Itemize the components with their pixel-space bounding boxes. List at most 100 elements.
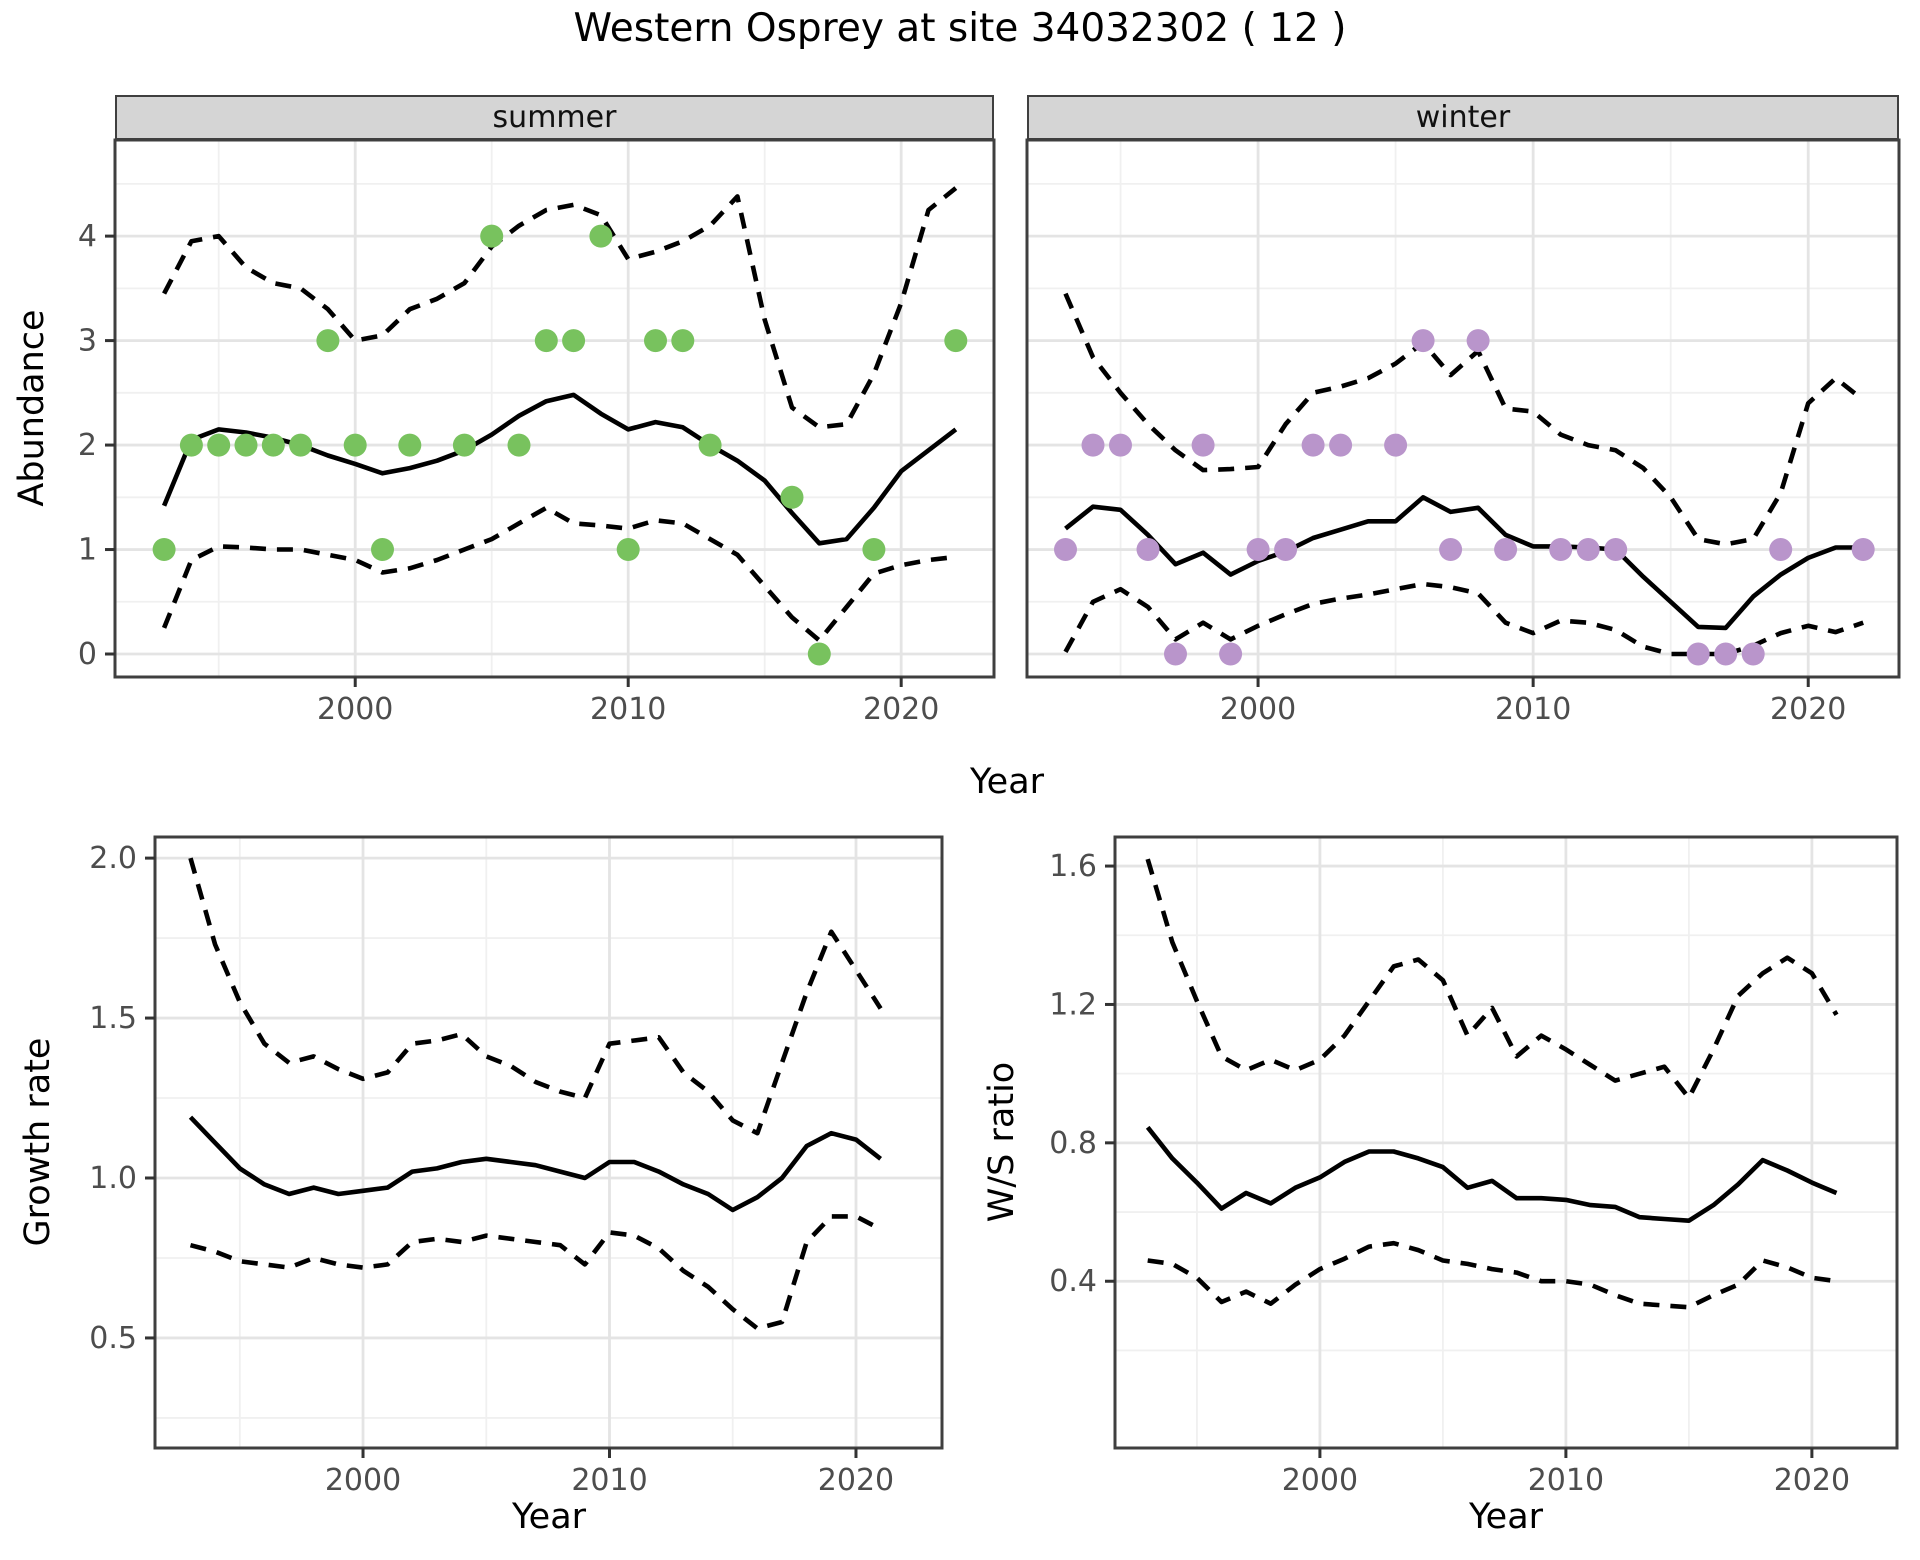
- x-tick-label: 2010: [1495, 692, 1571, 727]
- y-tick-label: 1.0: [89, 1161, 137, 1196]
- abundance-winter-observation-point: [1851, 538, 1875, 561]
- abundance-summer-observation-point: [698, 433, 722, 457]
- y-tick-label: 1.5: [89, 1001, 137, 1036]
- upper-ci-line: [162, 186, 958, 430]
- abundance-summer-observation-point: [562, 329, 586, 353]
- abundance-winter-observation-point: [1769, 538, 1793, 561]
- upper-ci-line: [1145, 858, 1839, 1101]
- abundance-summer-observation-point: [179, 433, 203, 457]
- y-tick-label: 0.8: [1049, 1126, 1097, 1161]
- abundance-winter-observation-point: [1384, 433, 1408, 457]
- panel-abundance-summer: 2000 2010 2020 0 1 2 3 4: [78, 138, 996, 727]
- abundance-winter-observation-point: [1714, 642, 1738, 666]
- lower-ci-line: [161, 505, 957, 643]
- abundance-summer-observation-point: [944, 329, 968, 353]
- abundance-winter-observation-point: [1274, 538, 1298, 561]
- x-tick-label: 2000: [325, 1463, 401, 1498]
- x-axis-title-year-ws: Year: [1468, 1497, 1544, 1537]
- abundance-winter-observation-point: [1604, 538, 1628, 561]
- abundance-summer-observation-point: [671, 329, 695, 353]
- abundance-summer-observation-point: [807, 642, 831, 666]
- abundance-winter-observation-point: [1741, 642, 1765, 666]
- panel-border: [153, 835, 944, 1450]
- x-tick-label: 2020: [1770, 692, 1846, 727]
- x-tick-label: 2010: [590, 692, 666, 727]
- abundance-summer-observation-point: [534, 329, 558, 353]
- abundance-summer-observation-point: [480, 224, 504, 248]
- abundance-winter-observation-point: [1081, 433, 1105, 457]
- y-tick-label: 1.6: [1049, 849, 1097, 884]
- abundance-winter-observation-point: [1329, 433, 1353, 457]
- mean-line: [161, 392, 958, 546]
- abundance-summer-observation-point: [862, 538, 886, 561]
- abundance-winter-observation-point: [1576, 538, 1600, 561]
- abundance-summer-observation-point: [152, 538, 176, 561]
- abundance-summer-observation-point: [371, 538, 394, 561]
- facet-strip-summer-label: summer: [492, 100, 617, 135]
- x-tick-label: 2000: [317, 692, 393, 727]
- x-tick-label: 2020: [863, 692, 939, 727]
- abundance-summer-observation-point: [207, 433, 231, 457]
- abundance-summer-observation-point: [316, 329, 340, 353]
- abundance-summer-observation-point: [398, 433, 422, 457]
- abundance-winter-observation-point: [1219, 642, 1243, 666]
- panel-border: [113, 138, 996, 679]
- abundance-winter-observation-point: [1136, 538, 1160, 561]
- lower-ci-line: [1063, 581, 1864, 657]
- abundance-winter-observation-point: [1301, 433, 1325, 457]
- abundance-summer-observation-point: [507, 433, 531, 457]
- abundance-summer-observation-point: [780, 485, 804, 509]
- x-tick-label: 2000: [1220, 692, 1296, 727]
- abundance-winter-observation-point: [1466, 329, 1490, 353]
- y-axis-title-abundance: Abundance: [12, 309, 52, 507]
- panel-growth-rate: 2000 2010 2020 0.5 1.0 1.5 2.0: [89, 835, 944, 1498]
- lower-ci-line: [189, 1214, 882, 1331]
- abundance-winter-observation-point: [1246, 538, 1270, 561]
- facet-strip-winter-label: winter: [1415, 100, 1511, 135]
- abundance-summer-observation-point: [452, 433, 476, 457]
- abundance-winter-observation-point: [1109, 433, 1132, 457]
- abundance-winter-observation-point: [1686, 642, 1710, 666]
- y-tick-label: 2.0: [89, 841, 137, 876]
- abundance-winter-observation-point: [1439, 538, 1463, 561]
- abundance-summer-observation-point: [343, 433, 367, 457]
- abundance-summer-observation-point: [289, 433, 313, 457]
- panel-ws-ratio: 2000 2010 2020 0.4 0.8 1.2 1.6: [1049, 835, 1899, 1498]
- y-tick-label: 2: [78, 428, 97, 463]
- mean-line: [1145, 1125, 1838, 1223]
- facet-strip-winter: winter: [1027, 95, 1899, 140]
- x-tick-label: 2000: [1282, 1463, 1358, 1498]
- x-axis-title-year-growth: Year: [511, 1497, 587, 1537]
- lower-ci-line: [1147, 1240, 1837, 1310]
- x-axis-title-year-top: Year: [969, 762, 1045, 802]
- abundance-summer-observation-point: [589, 224, 613, 248]
- abundance-summer-observation-point: [644, 329, 667, 353]
- abundance-winter-observation-point: [1549, 538, 1573, 561]
- facet-strip-summer: summer: [115, 95, 994, 140]
- x-tick-label: 2010: [1528, 1463, 1604, 1498]
- y-tick-label: 0.5: [89, 1321, 137, 1356]
- mean-line: [1064, 495, 1864, 631]
- y-tick-label: 0.4: [1049, 1264, 1097, 1299]
- x-tick-label: 2020: [1774, 1463, 1850, 1498]
- y-tick-label: 0: [78, 637, 97, 672]
- x-tick-label: 2010: [571, 1463, 647, 1498]
- abundance-summer-observation-point: [234, 433, 258, 457]
- upper-ci-line: [188, 857, 883, 1136]
- plot-title: Western Osprey at site 34032302 ( 12 ): [573, 6, 1347, 51]
- abundance-winter-observation-point: [1411, 329, 1435, 353]
- abundance-summer-observation-point: [261, 433, 285, 457]
- y-tick-label: 4: [78, 219, 97, 254]
- y-axis-title-growth-rate: Growth rate: [18, 1037, 58, 1247]
- panel-abundance-winter: 2000 2010 2020: [1025, 138, 1901, 727]
- abundance-summer-observation-point: [616, 538, 640, 561]
- abundance-winter-observation-point: [1191, 433, 1215, 457]
- y-tick-label: 1: [78, 533, 97, 568]
- abundance-winter-observation-point: [1494, 538, 1518, 561]
- abundance-winter-observation-point: [1164, 642, 1187, 666]
- abundance-winter-observation-point: [1054, 538, 1077, 561]
- y-tick-label: 1.2: [1049, 987, 1097, 1022]
- mean-line: [188, 1115, 883, 1213]
